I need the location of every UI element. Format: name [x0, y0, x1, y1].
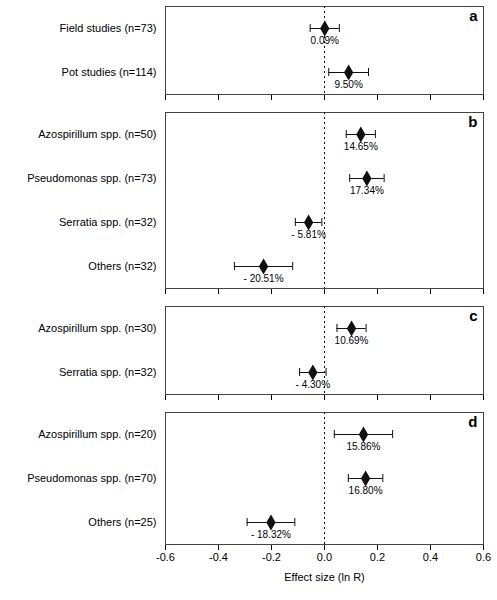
svg-text:Azospirillum spp. (n=20): Azospirillum spp. (n=20)	[38, 428, 156, 440]
svg-text:Others (n=25): Others (n=25)	[88, 516, 156, 528]
svg-text:Pseudomonas spp. (n=73): Pseudomonas spp. (n=73)	[27, 172, 156, 184]
svg-text:Field studies (n=73): Field studies (n=73)	[60, 22, 157, 34]
svg-text:16.80%: 16.80%	[349, 485, 383, 496]
svg-text:-0.6: -0.6	[156, 551, 175, 563]
svg-text:b: b	[468, 113, 477, 130]
svg-text:0.09%: 0.09%	[311, 35, 339, 46]
svg-text:-0.4: -0.4	[209, 551, 228, 563]
svg-text:Others (n=32): Others (n=32)	[88, 260, 156, 272]
svg-text:a: a	[469, 7, 478, 24]
svg-text:Serratia spp. (n=32): Serratia spp. (n=32)	[59, 366, 157, 378]
svg-text:Azospirillum spp. (n=50): Azospirillum spp. (n=50)	[38, 128, 156, 140]
svg-text:-0.2: -0.2	[262, 551, 281, 563]
svg-text:- 4.30%: - 4.30%	[296, 379, 331, 390]
svg-text:0.2: 0.2	[370, 551, 385, 563]
svg-text:10.69%: 10.69%	[335, 335, 369, 346]
svg-text:0.0: 0.0	[317, 551, 332, 563]
svg-text:- 20.51%: - 20.51%	[244, 273, 284, 284]
svg-text:c: c	[469, 307, 477, 324]
svg-text:14.65%: 14.65%	[344, 141, 378, 152]
svg-text:- 5.81%: - 5.81%	[291, 229, 326, 240]
svg-text:Serratia spp. (n=32): Serratia spp. (n=32)	[59, 216, 157, 228]
svg-text:15.86%: 15.86%	[346, 441, 380, 452]
svg-text:d: d	[468, 413, 477, 430]
svg-text:17.34%: 17.34%	[350, 185, 384, 196]
svg-text:Azospirillum spp. (n=30): Azospirillum spp. (n=30)	[38, 322, 156, 334]
svg-text:0.4: 0.4	[423, 551, 438, 563]
svg-text:9.50%: 9.50%	[334, 79, 362, 90]
svg-text:0.6: 0.6	[476, 551, 491, 563]
svg-text:Pot studies (n=114): Pot studies (n=114)	[62, 66, 157, 78]
svg-text:Pseudomonas spp. (n=70): Pseudomonas spp. (n=70)	[27, 472, 156, 484]
svg-text:- 18.32%: - 18.32%	[251, 529, 291, 540]
svg-text:Effect size (ln R): Effect size (ln R)	[284, 571, 365, 583]
